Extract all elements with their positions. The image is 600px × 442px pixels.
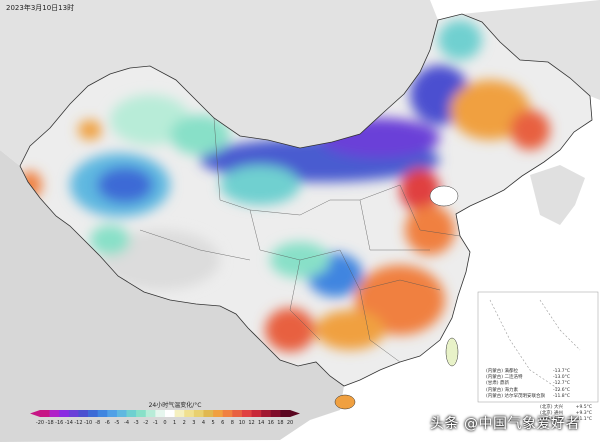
legend-swatch: [68, 410, 79, 417]
taiwan-island: [445, 337, 459, 367]
legend-swatch: [184, 410, 195, 417]
legend-title: 24小时气温变化/°C: [148, 402, 202, 409]
legend-swatch: [251, 410, 262, 417]
legend-swatch: [193, 410, 204, 417]
legend-tick-label: -2: [143, 420, 148, 426]
south-sea-inset: [477, 291, 599, 403]
legend-tick-label: 20: [287, 420, 293, 426]
legend-tick-label: 4: [202, 420, 205, 426]
color-legend: -20 -18 -16 -14 -12 -10 -8 -6 -5 -4 -3 -2 -1 0 1 2 3 4 5 6 8…: [30, 410, 300, 426]
legend-swatch: [97, 410, 108, 417]
legend-tick-label: -20: [36, 420, 44, 426]
legend-tick-label: 14: [258, 420, 264, 426]
legend-tick-label: -8: [95, 420, 100, 426]
station-value: -12.7°C: [552, 381, 570, 387]
legend-tick-label: 6: [221, 420, 224, 426]
legend-tick-label: 10: [239, 420, 245, 426]
station-name: (北京) 大兴: [540, 405, 563, 410]
watermark: 头条 @中国气象爱好者: [430, 416, 580, 432]
station-row: (内蒙古) 海力素 -12.6°C: [486, 388, 570, 394]
station-row: (甘肃) 鼎新 -12.7°C: [486, 381, 570, 387]
warm-stations-list: (北京) 大兴 +9.5°C (北京) 通州 +9.3°C (山东) 日照 +11.1°C: [540, 405, 592, 424]
station-row: (内蒙古) 满都拉 -13.7°C: [486, 369, 570, 375]
station-value: -12.6°C: [552, 387, 570, 393]
legend-swatch: [59, 410, 70, 417]
station-name: (北京) 通州: [540, 411, 563, 417]
legend-tick-label: 8: [231, 420, 234, 426]
legend-tick-label: -1: [153, 420, 158, 426]
bohai-sea: [429, 185, 459, 207]
legend-tick-label: 3: [192, 420, 195, 426]
legend-swatch: [222, 410, 233, 417]
map-timestamp: 2023年3月10日13时: [6, 4, 75, 12]
station-value: -13.7°C: [552, 369, 570, 374]
legend-swatch: [241, 410, 252, 417]
legend-swatch: [261, 410, 272, 417]
legend-tick-label: 12: [248, 420, 254, 426]
station-value: +11.1°C: [572, 417, 592, 423]
legend-arrow-right: [290, 410, 300, 417]
legend-swatch: [280, 410, 291, 417]
legend-tick-label: 2: [183, 420, 186, 426]
station-row: (山东) 日照 +11.1°C: [540, 417, 592, 423]
station-name: (内蒙古) 满都拉: [486, 369, 518, 374]
legend-tick-label: 18: [277, 420, 283, 426]
station-name: (内蒙古) 海力素: [486, 387, 518, 393]
station-name: (甘肃) 鼎新: [486, 381, 509, 387]
station-value: -13.0°C: [552, 375, 570, 381]
legend-swatch: [126, 410, 137, 417]
station-value: -11.8°C: [552, 393, 570, 399]
sea-area: [344, 200, 600, 442]
hainan-island: [334, 394, 356, 410]
legend-tick-label: -6: [105, 420, 110, 426]
legend-swatch: [213, 410, 223, 417]
station-row: (内蒙古) 二连浩特 -13.0°C: [486, 375, 570, 381]
legend-swatch: [165, 410, 175, 417]
legend-swatch: [40, 410, 50, 417]
legend-tick-label: -5: [114, 420, 119, 426]
province-borders: [139, 117, 461, 363]
station-value: +9.5°C: [575, 405, 592, 410]
south-sea-islands: [489, 299, 581, 391]
legend-swatch: [78, 410, 89, 417]
legend-tick-label: -16: [55, 420, 63, 426]
legend-swatch: [136, 410, 147, 417]
china-border: [19, 13, 593, 387]
station-row: (北京) 大兴 +9.5°C: [540, 405, 592, 411]
legend-tick-label: 5: [211, 420, 214, 426]
cold-stations-list: (内蒙古) 满都拉 -13.7°C (内蒙古) 二连浩特 -13.0°C (甘肃) 鼎新…: [486, 369, 570, 400]
legend-swatch: [88, 410, 98, 417]
legend-swatch: [174, 410, 185, 417]
legend-swatch: [232, 410, 243, 417]
legend-tick-label: -4: [124, 420, 129, 426]
legend-swatch: [155, 410, 166, 417]
legend-tick-label: 1: [173, 420, 176, 426]
station-name: (内蒙古) 二连浩特: [486, 375, 523, 381]
station-name: (山东) 日照: [540, 417, 563, 423]
station-row: (北京) 通州 +9.3°C: [540, 411, 592, 417]
legend-swatch: [107, 410, 118, 417]
legend-tick-label: 16: [268, 420, 274, 426]
legend-swatch: [49, 410, 60, 417]
legend-swatch: [270, 410, 281, 417]
legend-swatch: [116, 410, 127, 417]
station-value: +9.3°C: [575, 411, 592, 417]
legend-swatch: [145, 410, 156, 417]
station-name: (内蒙古) 达尔罕茂明安联合旗: [486, 393, 545, 399]
station-row: (内蒙古) 达尔罕茂明安联合旗 -11.8°C: [486, 394, 570, 400]
legend-tick-label: -18: [46, 420, 54, 426]
legend-tick-label: -14: [65, 420, 73, 426]
legend-tick-label: -12: [74, 420, 82, 426]
legend-arrow-left: [30, 410, 40, 417]
legend-tick-label: 0: [163, 420, 166, 426]
legend-swatch: [203, 410, 214, 417]
legend-tick-label: -10: [84, 420, 92, 426]
legend-tick-label: -3: [134, 420, 139, 426]
